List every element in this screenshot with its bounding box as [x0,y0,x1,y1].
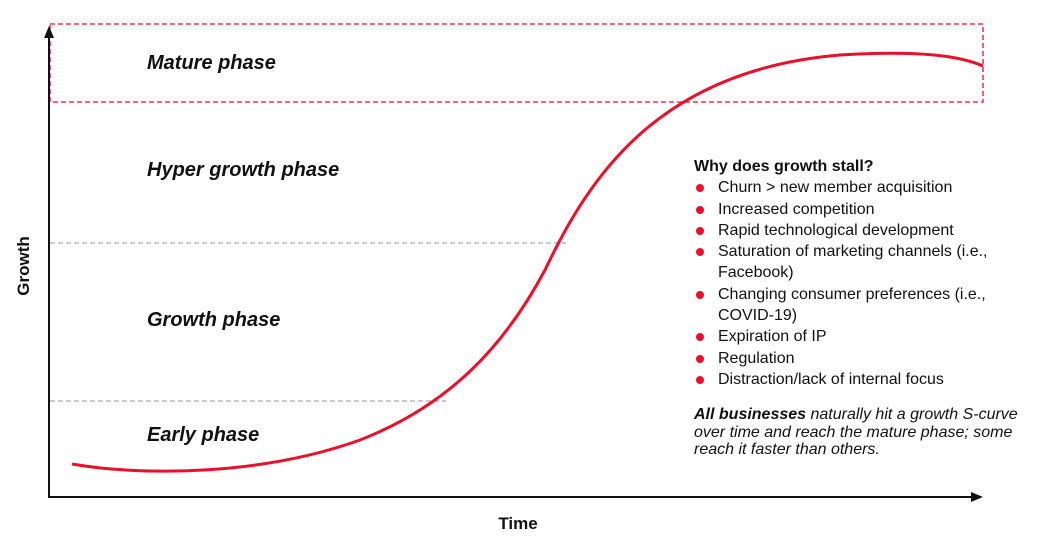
x-axis-arrow [971,492,983,502]
note-emphasis: All businesses [694,406,807,423]
note-text: naturally hit a growth S-curve over time… [694,406,1018,458]
list-item: Regulation [694,348,1044,369]
s-curve-note: All businesses naturally hit a growth S-… [694,406,1050,459]
hyper-growth-phase-label: Hyper growth phase [147,159,340,181]
growth-s-curve [71,51,984,473]
list-item: Rapid technological development [694,220,1044,241]
list-item: Saturation of marketing channels (i.e., … [694,241,1044,284]
early-phase-label: Early phase [147,424,260,446]
list-item: Distraction/lack of internal focus [694,369,1044,390]
list-item: Churn > new member acquisition [694,177,1044,198]
growth-stall-reasons: Why does growth stall? Churn > new membe… [694,156,1044,390]
list-item: Expiration of IP [694,326,1044,347]
mature-phase-box [49,23,984,103]
mature-phase-label: Mature phase [147,52,276,74]
stall-reasons-list: Churn > new member acquisition Increased… [694,177,1044,390]
list-item: Increased competition [694,199,1044,220]
y-axis-label: Growth [14,236,33,296]
x-axis-label: Time [498,514,538,533]
stall-reasons-title: Why does growth stall? [694,158,874,175]
y-axis-arrow [44,26,54,38]
growth-phase-label: Growth phase [147,309,281,331]
list-item: Changing consumer preferences (i.e., COV… [694,284,1044,327]
